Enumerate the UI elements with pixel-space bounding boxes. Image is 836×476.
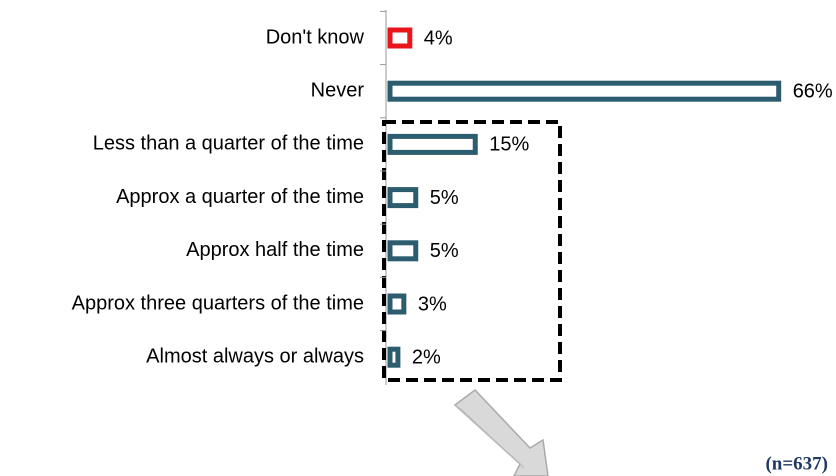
category-label: Approx three quarters of the time [72, 292, 364, 314]
highlight-box [382, 120, 562, 382]
bar [387, 293, 407, 315]
bar [387, 80, 782, 102]
bar [387, 346, 401, 368]
category-label: Almost always or always [146, 345, 364, 367]
value-label: 4% [424, 27, 453, 49]
category-label: Approx a quarter of the time [116, 186, 364, 208]
bar [387, 240, 419, 262]
annotation: (n=637) [765, 453, 828, 474]
value-label: 3% [418, 293, 447, 315]
bar [387, 27, 413, 49]
category-label: Approx half the time [186, 239, 364, 261]
category-label: Never [311, 79, 365, 101]
value-label: 5% [430, 187, 459, 209]
bar [387, 133, 478, 155]
value-label: 2% [412, 346, 441, 368]
value-label: 5% [430, 240, 459, 262]
arrow [453, 388, 549, 476]
value-label: 66% [793, 80, 833, 102]
bar [387, 187, 419, 209]
category-label: Less than a quarter of the time [93, 133, 364, 155]
value-label: 15% [489, 134, 529, 156]
category-label: Don't know [266, 26, 365, 48]
